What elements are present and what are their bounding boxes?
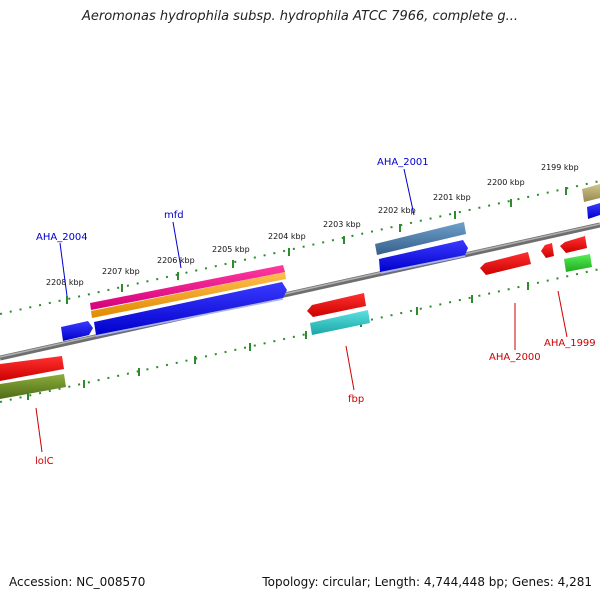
scale-label-2204: 2204 kbp (268, 232, 306, 241)
scale-label-2207: 2207 kbp (102, 267, 140, 276)
gene-aha-2004-arrow[interactable] (61, 321, 93, 341)
scale-label-2200: 2200 kbp (487, 178, 525, 187)
gene-lolc-arrow[interactable] (0, 356, 64, 381)
gene-label-aha-2004[interactable]: AHA_2004 (36, 232, 88, 243)
gene-aha-2001-arrow[interactable] (379, 240, 468, 274)
reverse-features (0, 236, 592, 399)
gene-fbp-arrow[interactable] (307, 293, 366, 317)
topology-label: Topology: circular; Length: 4,744,448 bp… (262, 575, 592, 589)
gene-aha-2000-arrow[interactable] (480, 252, 531, 275)
gene-aha-2001-steelblue-feature (375, 222, 466, 255)
aha-1999-green-feature (564, 254, 592, 272)
scale-label-2202: 2202 kbp (378, 206, 416, 215)
gene-label-aha-2000[interactable]: AHA_2000 (489, 352, 541, 363)
genome-backbone (0, 222, 600, 361)
scale-label-2201: 2201 kbp (433, 193, 471, 202)
map-title: Aeromonas hydrophila subsp. hydrophila A… (81, 9, 519, 24)
mfd-magenta-feature (90, 265, 285, 310)
gene-aha-1999-arrow[interactable] (560, 236, 587, 253)
accession-label: Accession: NC_008570 (9, 575, 146, 589)
gene-label-lolc[interactable]: lolC (35, 456, 54, 467)
scale-label-2203: 2203 kbp (323, 220, 361, 229)
forward-scale-track (0, 180, 600, 315)
gene-label-aha-2001[interactable]: AHA_2001 (377, 157, 429, 168)
gene-mfd-arrow[interactable] (94, 282, 287, 337)
forward-features (61, 184, 600, 341)
small-red-feature (541, 243, 554, 258)
scale-label-2205: 2205 kbp (212, 245, 250, 254)
lolc-olive-feature (0, 374, 66, 399)
edge-blue-feature (587, 203, 600, 219)
mfd-orange-feature (91, 272, 286, 318)
gene-labels: AHA_2004 mfd AHA_2001 lolC fbp AHA_2000 … (35, 157, 596, 467)
khaki-feature (582, 184, 600, 202)
gene-label-fbp[interactable]: fbp (348, 394, 364, 405)
gene-label-aha-1999[interactable]: AHA_1999 (544, 338, 596, 349)
scale-label-2206: 2206 kbp (157, 256, 195, 265)
fbp-cyan-feature (310, 310, 370, 335)
gene-label-mfd[interactable]: mfd (164, 210, 184, 221)
label-leaders (35, 168, 568, 453)
scale-label-2199: 2199 kbp (541, 163, 579, 172)
